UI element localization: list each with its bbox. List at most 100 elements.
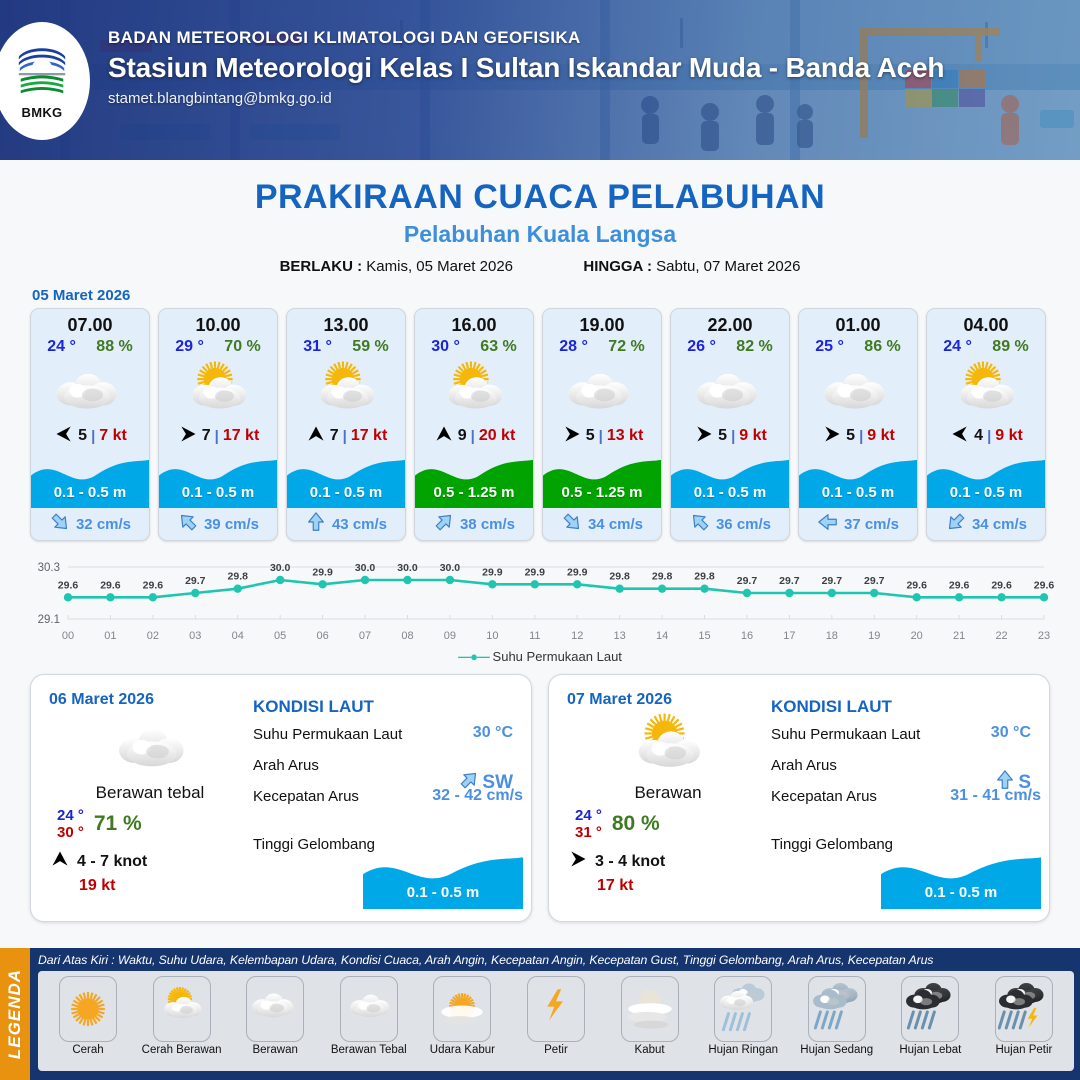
legend-item-label: Berawan Tebal (330, 1044, 407, 1056)
chart-legend-marker-icon: —●— (458, 649, 490, 664)
hourly-forecast-row: 07.00 24 ° 88 % 5 | 7 kt 0.1 - 0.5 m (0, 308, 1080, 541)
svg-text:29.6: 29.6 (100, 579, 121, 591)
chart-legend: —●— Suhu Permukaan Laut (20, 649, 1060, 664)
card-wind-row: 4 | 9 kt (927, 420, 1045, 452)
wave-height-label: Tinggi Gelombang (771, 836, 894, 853)
validity-row: BERLAKU : Kamis, 05 Maret 2026 HINGGA : … (0, 258, 1080, 275)
svg-text:15: 15 (698, 630, 710, 642)
legend-item-label: Petir (544, 1044, 568, 1056)
legend-item: Hujan Ringan (697, 976, 789, 1069)
card-temp-humidity: 24 ° 88 % (31, 338, 149, 358)
svg-text:30.3: 30.3 (38, 562, 60, 574)
card-wave: 0.5 - 1.25 m (543, 452, 661, 508)
svg-text:29.6: 29.6 (949, 579, 970, 591)
svg-text:11: 11 (529, 630, 540, 642)
svg-text:30.0: 30.0 (440, 562, 461, 574)
legend-item: Kabut (604, 976, 696, 1069)
forecast-card: 13.00 31 ° 59 % 7 | 17 kt 0.1 - 0.5 m (286, 308, 406, 541)
card-wind-arrow-west-icon (561, 424, 583, 449)
current-direction-south-icon (994, 769, 1016, 796)
legend-icon-hujan-petir-icon (994, 976, 1053, 1042)
legend-item: Hujan Petir (978, 976, 1070, 1069)
svg-text:29.6: 29.6 (991, 579, 1012, 591)
card-wave: 0.1 - 0.5 m (799, 452, 917, 508)
card-temp-humidity: 30 ° 63 % (415, 338, 533, 358)
sst-chart: 30.3 29.1 29.6 29.6 29.6 29.7 29.8 30.0 29.9 30… (20, 555, 1060, 645)
card-wave-height: 0.1 - 0.5 m (949, 484, 1023, 501)
day-temp-min: 24 ° (57, 807, 84, 824)
forecast-card: 16.00 30 ° 63 % 9 | 20 kt 0.5 - 1.25 m (414, 308, 534, 541)
card-gust: 13 kt (606, 427, 644, 444)
current-speed-value: 31 - 41 cm/s (950, 787, 1041, 804)
card-weather-berawan-icon (671, 358, 789, 420)
current-direction-value: SW (482, 771, 513, 793)
day-temp-range: 24 ° 31 ° (575, 807, 602, 841)
legend-item: Berawan Tebal (323, 976, 415, 1069)
card-current-speed: 34 cm/s (587, 515, 644, 533)
card-temp-humidity: 31 ° 59 % (287, 338, 405, 358)
forecast-card: 22.00 26 ° 82 % 5 | 9 kt 0.1 - 0.5 m (670, 308, 790, 541)
station-name: Stasiun Meteorologi Kelas I Sultan Iskan… (108, 52, 945, 83)
card-wind-row: 5 | 7 kt (31, 420, 149, 452)
current-direction-value-wrap: S (994, 769, 1031, 796)
svg-text:14: 14 (656, 630, 668, 642)
svg-text:18: 18 (826, 630, 838, 642)
card-wave-height: 0.1 - 0.5 m (309, 484, 383, 501)
current-speed-row: Kecepatan Arus (771, 788, 1035, 810)
day-temp-range: 24 ° 30 ° (57, 807, 84, 841)
card-temperature: 24 ° (943, 338, 972, 355)
legend-side-label: LEGENDA (5, 968, 24, 1060)
svg-text:29.8: 29.8 (228, 571, 249, 583)
sst-value: 30 °C (472, 724, 513, 741)
legend-item-label: Hujan Ringan (708, 1044, 778, 1056)
card-wind-speed: 7 (201, 427, 211, 444)
card-current-arrow-southeast-icon (689, 511, 711, 538)
card-current-arrow-northwest-icon (561, 511, 583, 538)
sst-chart-section: 30.3 29.1 29.6 29.6 29.6 29.7 29.8 30.0 29.9 30… (0, 555, 1080, 664)
card-current-row: 36 cm/s (671, 508, 789, 540)
card-current-row: 32 cm/s (31, 508, 149, 540)
daily-forecast-panel: 07 Maret 2026 Berawan 24 ° 31 ° 80 % 3 -… (548, 674, 1050, 922)
card-wind-speed: 5 (846, 427, 856, 444)
card-wind-speed: 5 (78, 427, 88, 444)
card-wind-row: 5 | 9 kt (671, 420, 789, 452)
day-condition: Berawan (634, 783, 702, 802)
day-wind-row: 3 - 4 knot (567, 849, 769, 874)
svg-text:19: 19 (868, 630, 880, 642)
forecast-card: 07.00 24 ° 88 % 5 | 7 kt 0.1 - 0.5 m (30, 308, 150, 541)
day-wave-height-value: 0.1 - 0.5 m (924, 884, 998, 901)
card-current-arrow-northeast-icon (945, 511, 967, 538)
card-gust: 17 kt (222, 427, 260, 444)
svg-text:29.9: 29.9 (482, 566, 503, 578)
card-temperature: 30 ° (431, 338, 460, 355)
svg-text:30.0: 30.0 (270, 562, 291, 574)
card-wind-separator: | (598, 427, 603, 445)
card-weather-cerah-berawan-icon (415, 358, 533, 420)
svg-text:29.7: 29.7 (822, 575, 843, 587)
current-speed-label: Kecepatan Arus (253, 788, 359, 805)
card-current-row: 34 cm/s (927, 508, 1045, 540)
current-direction-row: Arah Arus SW (253, 757, 517, 793)
legend-side-strip: LEGENDA (0, 948, 30, 1080)
card-wind-separator: | (470, 427, 475, 445)
svg-text:29.6: 29.6 (58, 579, 79, 591)
card-humidity: 88 % (96, 338, 133, 355)
svg-text:06: 06 (316, 630, 328, 642)
card-wind-arrow-east-icon (949, 424, 971, 449)
header-text-block: BADAN METEOROLOGI KLIMATOLOGI DAN GEOFIS… (108, 28, 944, 107)
legend-item-label: Cerah (72, 1044, 104, 1056)
card-humidity: 82 % (736, 338, 773, 355)
sst-row: Suhu Permukaan Laut 30 °C (771, 724, 1035, 748)
day-left-column: 07 Maret 2026 Berawan 24 ° 31 ° 80 % 3 -… (549, 675, 769, 921)
sst-label: Suhu Permukaan Laut (771, 726, 921, 743)
legend-items: Cerah Cerah Berawan Berawan Berawan Teba… (38, 971, 1074, 1071)
sea-conditions-title: KONDISI LAUT (771, 697, 892, 716)
card-humidity: 63 % (480, 338, 517, 355)
card-weather-cerah-berawan-icon (287, 358, 405, 420)
bmkg-logo-text: BMKG (21, 105, 63, 120)
card-current-speed: 37 cm/s (843, 515, 900, 533)
svg-text:03: 03 (189, 630, 201, 642)
card-wind-separator: | (214, 427, 219, 445)
day-temps-row: 24 ° 30 ° 71 % (49, 807, 251, 841)
svg-text:29.7: 29.7 (185, 575, 206, 587)
